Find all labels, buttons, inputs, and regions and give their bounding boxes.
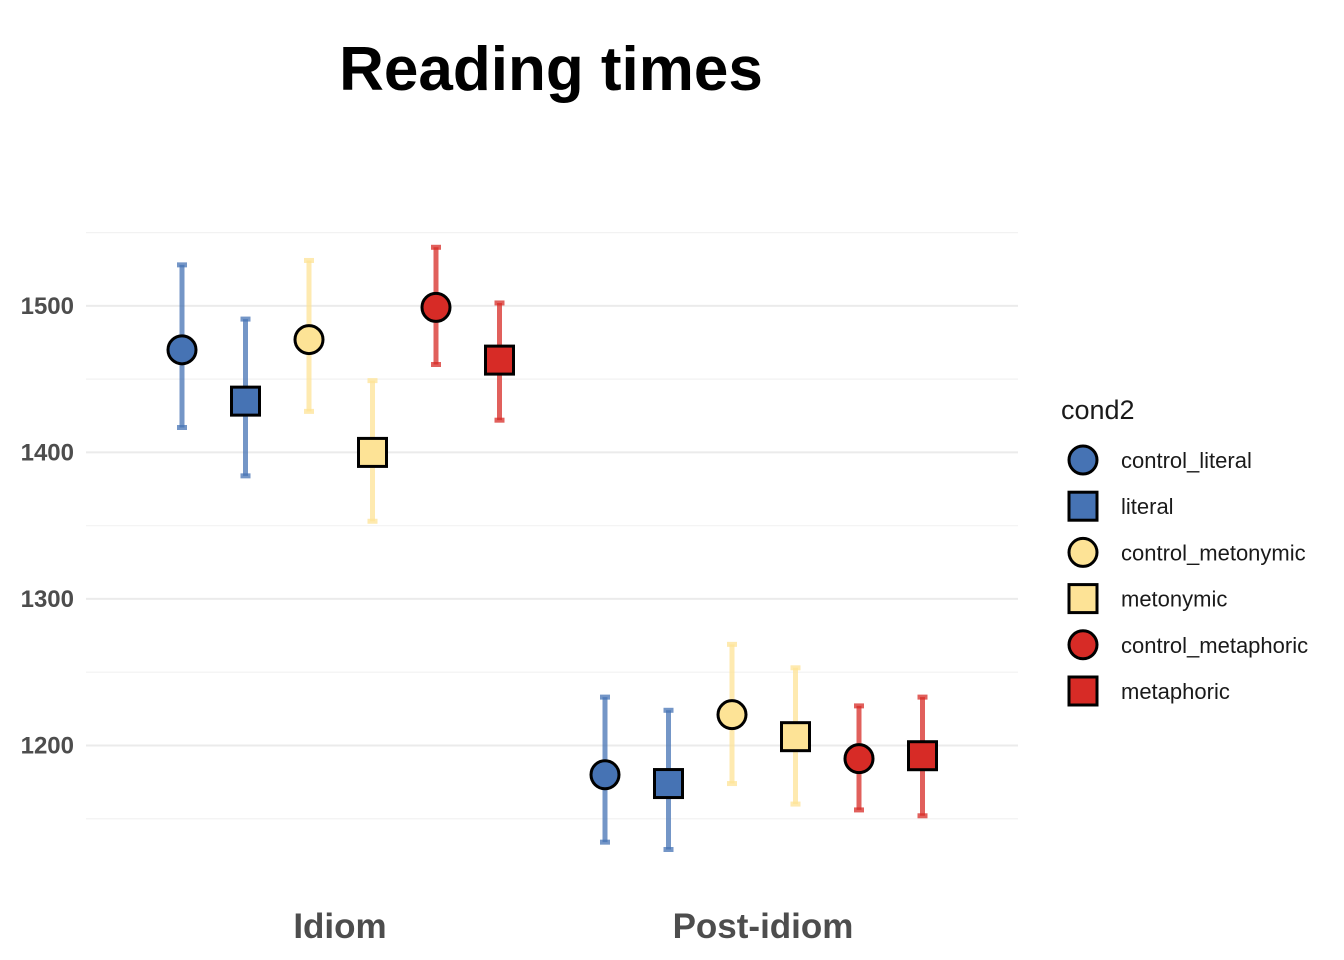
- gridlines: [86, 232, 1018, 820]
- data-point: [716, 699, 748, 731]
- series-control_metonymic: [293, 257, 748, 787]
- legend-label: literal: [1121, 494, 1174, 519]
- data-series: [166, 244, 938, 852]
- legend-key-circle: [1067, 536, 1099, 568]
- legend-key-square: [1067, 675, 1099, 707]
- legend-item-metaphoric: metaphoric: [1067, 675, 1230, 707]
- legend-item-metonymic: metonymic: [1067, 583, 1227, 615]
- y-tick-label: 1500: [21, 293, 74, 320]
- data-point: [420, 291, 452, 323]
- legend-item-control_literal: control_literal: [1067, 444, 1252, 476]
- y-axis-ticks: 1200 1300 1400 1500: [21, 293, 74, 760]
- legend-label: control_literal: [1121, 448, 1252, 473]
- legend-item-control_metaphoric: control_metaphoric: [1067, 629, 1308, 661]
- data-point: [780, 721, 811, 753]
- series-control_literal: [166, 262, 621, 845]
- legend-key-circle: [1067, 444, 1099, 476]
- legend-item-literal: literal: [1067, 490, 1174, 522]
- series-control_metaphoric: [420, 244, 875, 813]
- series-metonymic: [357, 378, 811, 807]
- x-axis-ticks: Idiom Post-idiom: [293, 907, 853, 946]
- legend-item-control_metonymic: control_metonymic: [1067, 536, 1306, 568]
- data-point: [653, 768, 684, 800]
- legend-label: control_metonymic: [1121, 540, 1306, 565]
- chart-title: Reading times: [339, 35, 763, 104]
- y-tick-label: 1400: [21, 439, 74, 466]
- legend-label: metonymic: [1121, 587, 1227, 612]
- data-point: [907, 740, 938, 772]
- x-tick-label: Idiom: [293, 907, 386, 946]
- x-tick-label: Post-idiom: [673, 907, 854, 946]
- data-point: [589, 759, 621, 791]
- data-point: [166, 334, 198, 366]
- data-point: [357, 436, 388, 468]
- data-point: [484, 344, 515, 376]
- data-point: [230, 385, 261, 417]
- legend-label: control_metaphoric: [1121, 633, 1308, 658]
- y-tick-label: 1200: [21, 732, 74, 759]
- y-tick-label: 1300: [21, 586, 74, 613]
- legend-label: metaphoric: [1121, 679, 1230, 704]
- legend-key-square: [1067, 583, 1099, 615]
- legend-key-circle: [1067, 629, 1099, 661]
- series-literal: [230, 316, 684, 852]
- series-metaphoric: [484, 300, 938, 819]
- legend-title: cond2: [1061, 395, 1135, 425]
- legend-key-square: [1067, 490, 1099, 522]
- data-point: [293, 324, 325, 356]
- data-point: [843, 743, 875, 775]
